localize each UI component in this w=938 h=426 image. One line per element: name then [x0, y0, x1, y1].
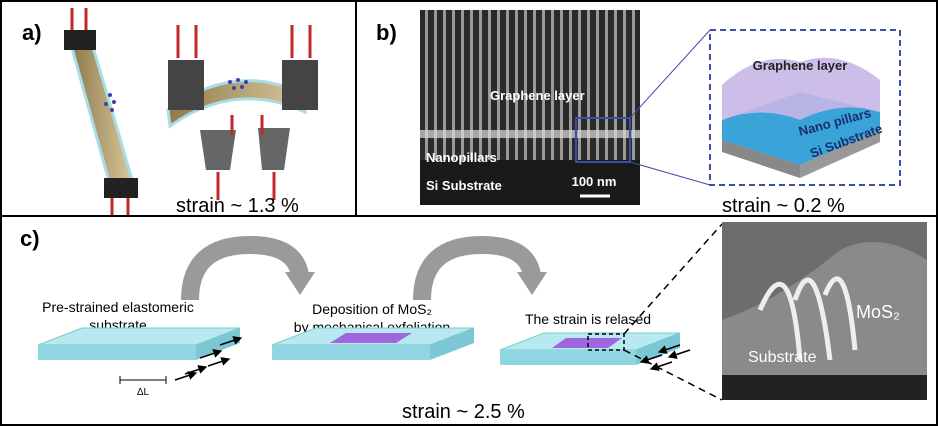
panel-b-shape-shape: [630, 30, 710, 118]
label: Nanopillars: [426, 150, 497, 165]
panel-a-shape: [104, 178, 138, 198]
panel-c-shape-shape: [672, 350, 690, 356]
label: Pre-strained elastomeric: [42, 299, 194, 315]
label: b): [376, 20, 397, 45]
panel-a-shape-shape: [232, 86, 236, 90]
panel-c-shape-shape: [624, 350, 722, 400]
panel-a-shape-shape: [104, 102, 108, 106]
panel-a-shape-shape: [244, 80, 248, 84]
label: 100 nm: [572, 174, 617, 189]
label: Substrate: [748, 349, 817, 366]
label: c): [20, 226, 40, 251]
panel-a-shape: [168, 60, 204, 110]
slabs-shape: [38, 345, 196, 360]
panel-a-shape-shape: [108, 93, 112, 97]
label: strain ~ 0.2 %: [722, 195, 845, 217]
label: Deposition of MoS₂: [312, 301, 432, 317]
label: strain ~ 2.5 %: [402, 401, 525, 423]
label: Si Substrate: [426, 178, 502, 193]
slabs-shape: [500, 350, 636, 365]
label: Graphene layer: [490, 88, 585, 103]
panel-c-shape: [190, 245, 532, 300]
panel-a-shape-shape: [240, 85, 244, 89]
panel-a-shape-shape: [112, 100, 116, 104]
panel-c-shape: [285, 272, 315, 295]
panel-b-shape: [630, 30, 710, 185]
label: MoS₂: [856, 302, 900, 322]
panel-c-shape: [120, 376, 166, 384]
panel-b-shape-shape: [630, 162, 710, 185]
panel-a: a) strain ~ 1.3 %: [22, 8, 318, 217]
panel-a-shape: [72, 44, 132, 185]
panel-a-shape: [282, 60, 318, 110]
label: a): [22, 20, 42, 45]
panel-a-shape-shape: [228, 80, 232, 84]
panel-c-shape: [722, 375, 927, 400]
panel-a-shape-shape: [236, 78, 240, 82]
panel-a-shape: [200, 130, 236, 170]
panel-c-shape: [517, 272, 547, 295]
panel-c: c) Pre-strained elastomeric substrate De…: [20, 222, 927, 423]
panel-a-shape-shape: [110, 108, 114, 112]
label: ΔL: [137, 387, 150, 398]
figure: a) strain ~ 1.3 % b) Graphene layer Nano…: [0, 0, 938, 426]
panel-c-shape-shape: [190, 245, 300, 300]
panel-a-shape: [178, 25, 310, 200]
label: strain ~ 1.3 %: [176, 195, 299, 217]
panel-c-shape-shape: [185, 368, 203, 374]
panel-b-shape: [420, 130, 640, 138]
panel-a-shape: [64, 30, 96, 50]
panel-b: b) Graphene layer Nanopillars Si Substra…: [376, 10, 900, 217]
panel-c-shape-shape: [175, 374, 193, 380]
slabs-shape: [272, 345, 430, 360]
panel-c-shape-shape: [208, 360, 226, 366]
slabs: [38, 328, 680, 365]
label: Graphene layer: [753, 58, 848, 73]
panel-c-shape-shape: [422, 245, 532, 300]
